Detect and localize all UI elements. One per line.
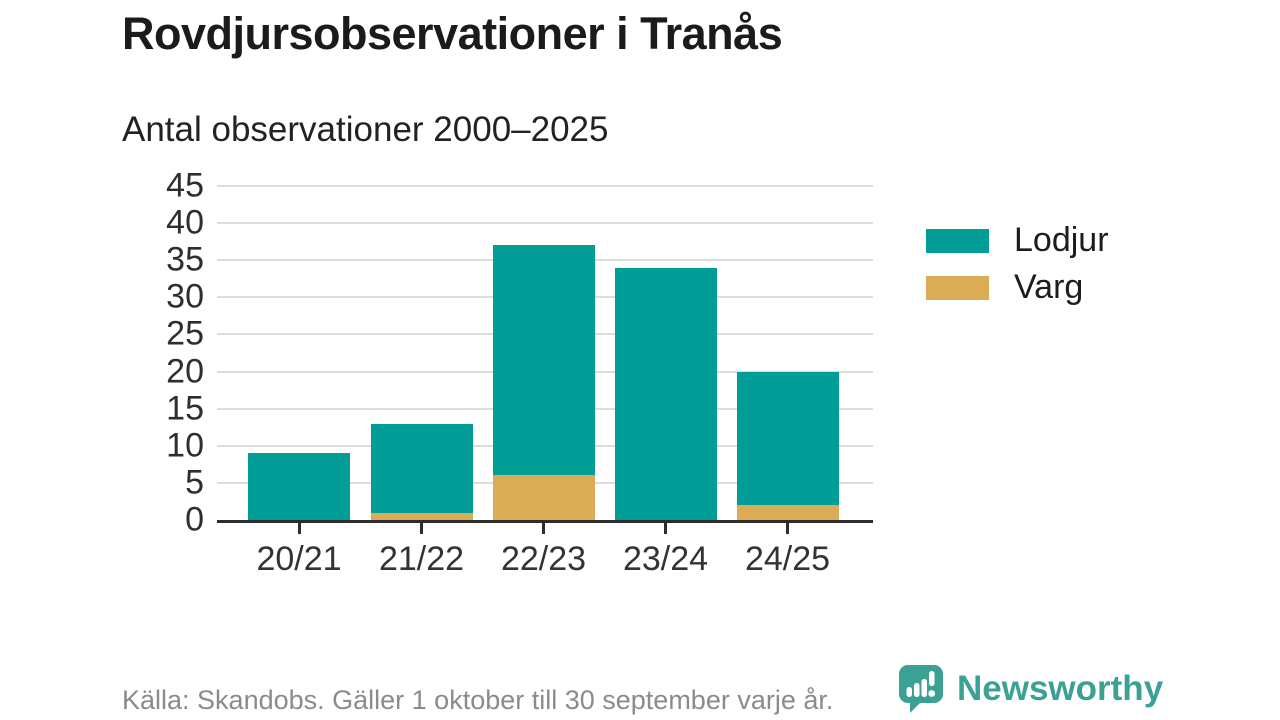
y-axis-tick-label: 5	[185, 463, 204, 502]
x-axis-tick-label: 23/24	[622, 540, 709, 578]
source-note: Källa: Skandobs. Gäller 1 oktober till 3…	[122, 685, 834, 715]
newsworthy-bar-chart-speech-bubble-icon	[899, 665, 943, 713]
gridline-40	[217, 222, 873, 225]
bar-segment-lodjur-24-25	[736, 371, 839, 506]
legend-item-lodjur: Lodjur	[926, 217, 1109, 264]
x-axis-tick	[297, 523, 301, 534]
chart-title: Rovdjursobservationer i Tranås	[122, 8, 783, 59]
x-axis-tick	[420, 523, 423, 534]
y-axis-tick-label: 0	[185, 500, 204, 539]
bar-segment-varg-24-25	[736, 505, 839, 520]
x-axis-tick	[542, 523, 545, 534]
x-axis-tick-label: 21/22	[378, 540, 465, 578]
x-axis-tick-label: 24/25	[744, 540, 831, 578]
y-axis-tick-label: 20	[166, 351, 204, 390]
bar-segment-varg-21-22	[370, 512, 473, 520]
y-axis-tick-label: 45	[166, 166, 204, 205]
legend-item-varg: Varg	[926, 264, 1109, 311]
legend-label-varg: Varg	[1014, 268, 1084, 306]
chart-subtitle: Antal observationer 2000–2025	[122, 110, 609, 149]
y-axis-tick-label: 30	[166, 277, 204, 316]
y-axis-tick-label: 35	[166, 240, 204, 279]
y-axis-tick-label: 40	[166, 203, 204, 242]
x-axis-tick-label: 22/23	[500, 540, 587, 578]
legend: Lodjur Varg	[926, 217, 1109, 311]
y-axis-tick-label: 10	[166, 426, 204, 465]
newsworthy-wordmark: Newsworthy	[957, 668, 1164, 708]
bar-segment-lodjur-22-23	[492, 245, 595, 476]
x-axis-tick-label: 20/21	[256, 540, 342, 578]
bar-segment-lodjur-23-24	[614, 267, 717, 520]
bar-segment-lodjur-21-22	[370, 423, 473, 513]
newsworthy-logo: Newsworthy	[897, 664, 1163, 713]
x-axis-tick	[664, 523, 667, 534]
x-axis-tick	[786, 523, 789, 534]
plot-area: 0 5 10 15 20 25 30 35 40 45 20/21 21/22 22/23 23/24 24…	[166, 168, 873, 578]
legend-swatch-lodjur	[926, 228, 989, 253]
legend-swatch-varg	[926, 275, 989, 300]
bar-segment-varg-22-23	[492, 475, 595, 520]
y-axis-tick-label: 25	[166, 314, 204, 353]
bar-segment-lodjur-20-21	[248, 453, 350, 520]
legend-label-lodjur: Lodjur	[1014, 221, 1109, 259]
gridline-45	[217, 185, 873, 187]
y-axis-tick-label: 15	[166, 388, 204, 427]
